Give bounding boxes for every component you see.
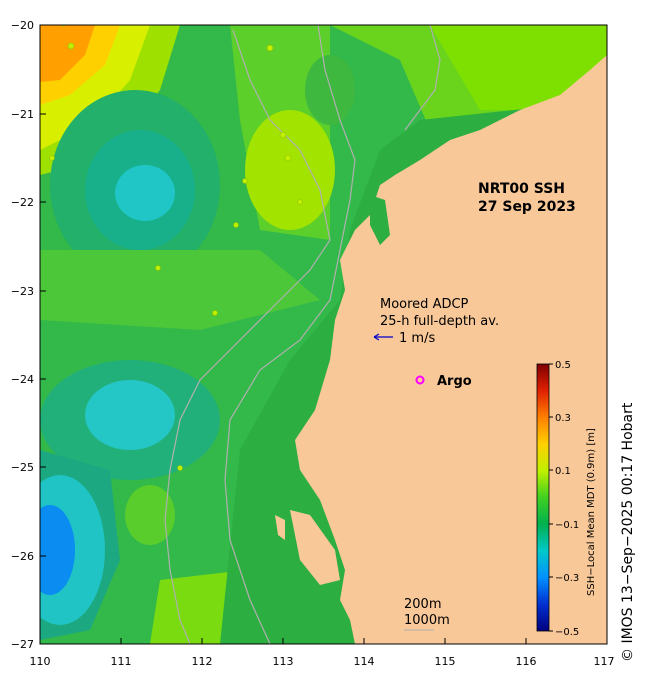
plot-frame bbox=[39, 24, 608, 645]
y-tick-label: −24 bbox=[11, 373, 34, 386]
x-tick-label: 114 bbox=[354, 655, 375, 668]
y-tick-label: −25 bbox=[11, 461, 34, 474]
moored-label: Moored ADCP bbox=[380, 297, 469, 312]
x-axis: 110 111 112 113 114 115 116 117 bbox=[30, 638, 615, 668]
y-tick-label: −22 bbox=[11, 196, 34, 209]
isobath-200 bbox=[224, 25, 356, 644]
colorbar-label: SSH−Local Mean MDT (0.9m) [m] bbox=[586, 428, 597, 596]
x-tick-label: 115 bbox=[435, 655, 456, 668]
x-tick-label: 111 bbox=[111, 655, 132, 668]
depth-200-label: 200m bbox=[404, 597, 441, 612]
argo-icon bbox=[415, 375, 425, 385]
colorbar-tick: −0.3 bbox=[555, 573, 579, 584]
colorbar-tick: 0.3 bbox=[555, 413, 571, 424]
depth-1000-label: 1000m bbox=[404, 613, 450, 628]
map-title: NRT00 SSH bbox=[478, 181, 565, 197]
y-axis: −20 −21 −22 −23 −24 −25 −26 −27 bbox=[11, 19, 46, 651]
x-tick-label: 117 bbox=[594, 655, 615, 668]
x-tick-label: 116 bbox=[516, 655, 537, 668]
y-tick-label: −21 bbox=[11, 108, 34, 121]
ssh-field bbox=[40, 25, 607, 644]
mooring-markers bbox=[49, 25, 303, 471]
colorbar-tick: 0.5 bbox=[555, 360, 571, 371]
land-mass bbox=[295, 55, 607, 644]
y-tick-label: −23 bbox=[11, 285, 34, 298]
credit-text: © IMOS 13−Sep−2025 00:17 Hobart bbox=[620, 402, 636, 662]
argo-label: Argo bbox=[437, 374, 472, 389]
x-tick-label: 110 bbox=[30, 655, 51, 668]
y-tick-label: −26 bbox=[11, 550, 34, 563]
x-tick-label: 113 bbox=[273, 655, 294, 668]
colorbar: 0.5 0.3 0.1 −0.1 −0.3 −0.5 SSH−Local Mea… bbox=[536, 360, 597, 638]
moored-sub-label: 25-h full-depth av. bbox=[380, 314, 499, 329]
colorbar-tick: 0.1 bbox=[555, 466, 571, 477]
colorbar-tick: −0.1 bbox=[555, 520, 579, 531]
y-tick-label: −20 bbox=[11, 19, 34, 32]
x-tick-label: 112 bbox=[192, 655, 213, 668]
vector-scale-label: 1 m/s bbox=[399, 331, 435, 346]
map-date: 27 Sep 2023 bbox=[478, 199, 576, 215]
colorbar-tick: −0.5 bbox=[555, 627, 579, 638]
y-tick-label: −27 bbox=[11, 638, 34, 651]
